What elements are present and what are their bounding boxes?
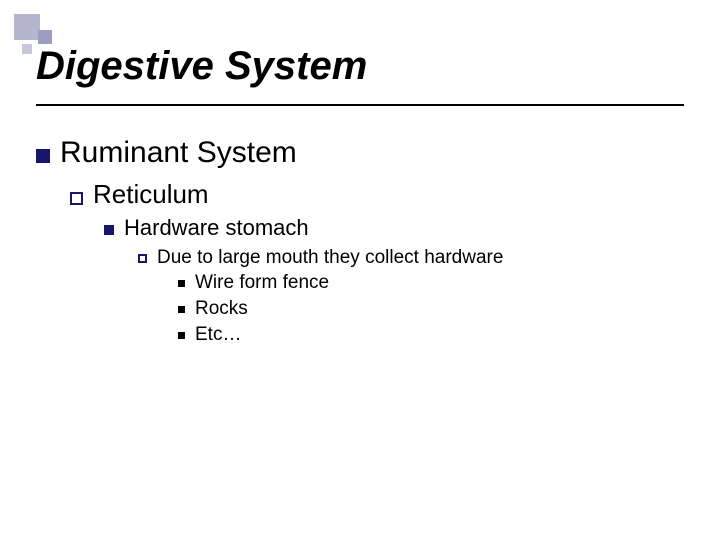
- slide-title: Digestive System: [36, 44, 367, 89]
- bullet-text: Hardware stomach: [124, 214, 309, 242]
- square-black-icon: [178, 280, 185, 287]
- square-filled-icon: [104, 225, 114, 235]
- bullet-level-2: Reticulum: [70, 178, 503, 211]
- title-underline: [36, 104, 684, 106]
- bullet-text: Ruminant System: [60, 134, 297, 172]
- bullet-text: Wire form fence: [195, 271, 329, 295]
- decoration-square: [22, 44, 32, 54]
- bullet-level-3: Hardware stomach: [104, 214, 503, 242]
- square-hollow-icon: [138, 254, 147, 263]
- bullet-level-5: Wire form fence: [178, 271, 503, 295]
- slide-body: Ruminant System Reticulum Hardware stoma…: [36, 134, 503, 349]
- decoration-square: [38, 30, 52, 44]
- bullet-level-4: Due to large mouth they collect hardware: [138, 246, 503, 270]
- bullet-text: Reticulum: [93, 178, 209, 211]
- square-black-icon: [178, 306, 185, 313]
- bullet-text: Rocks: [195, 297, 248, 321]
- bullet-level-5: Rocks: [178, 297, 503, 321]
- decoration-square: [14, 14, 40, 40]
- square-black-icon: [178, 332, 185, 339]
- bullet-text: Etc…: [195, 323, 241, 347]
- square-filled-icon: [36, 149, 50, 163]
- bullet-level-1: Ruminant System: [36, 134, 503, 172]
- bullet-level-5: Etc…: [178, 323, 503, 347]
- bullet-text: Due to large mouth they collect hardware: [157, 246, 503, 270]
- square-hollow-icon: [70, 192, 83, 205]
